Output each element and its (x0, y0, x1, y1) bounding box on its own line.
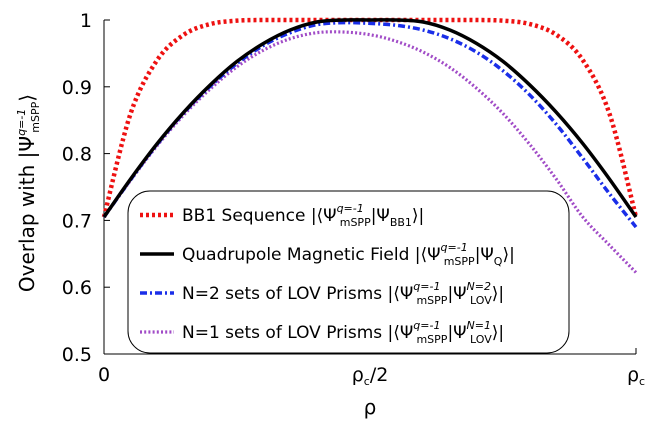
x-tick-suffix: /2 (370, 364, 389, 386)
legend-formula-open: |⟨Ψ (388, 284, 414, 304)
x-tick-label: ρc/2 (352, 364, 389, 388)
legend-formula-sup2: N=1 (467, 319, 491, 332)
y-axis-label-sup: q=-1 (15, 109, 28, 136)
legend-formula-mid: |Ψ (447, 323, 466, 343)
legend-formula-sub: mSPP (444, 255, 475, 268)
legend-formula-mid: |Ψ (371, 206, 390, 226)
y-tick-label: 0.9 (62, 77, 92, 99)
legend-formula-sub2: LOV (470, 294, 492, 307)
series-line-2 (102, 18, 638, 219)
x-tick-main: ρ (627, 364, 639, 386)
x-tick-label: ρc (627, 364, 645, 388)
legend: BB1 Sequence |⟨Ψq=-1 mSPP|ΨBB1⟩|Quadrupol… (127, 190, 570, 354)
legend-formula-sub: mSPP (416, 294, 447, 307)
y-axis-label-main: Overlap with |Ψ (15, 136, 39, 292)
series-line-4 (102, 30, 638, 274)
legend-name: Quadrupole Magnetic Field (182, 245, 415, 265)
series-line-1 (101, 17, 639, 218)
x-tick-label: 0 (98, 364, 110, 386)
x-tick-main: ρ (352, 364, 364, 386)
y-axis-label: Overlap with |Ψq=-1mSPP⟩ (15, 94, 42, 292)
y-axis-label-close: ⟩ (15, 94, 39, 102)
y-tick-label: 0.7 (62, 210, 92, 232)
legend-entry-3: N=2 sets of LOV Prisms |⟨Ψq=-1 mSPP|ΨN=2 L… (182, 280, 504, 307)
y-axis-label-sub: mSPP (29, 101, 42, 132)
legend-name: N=1 sets of LOV Prisms (182, 323, 388, 343)
legend-formula-mid: |Ψ (475, 245, 494, 265)
legend-formula-close: ⟩| (492, 284, 504, 304)
legend-formula-sub: mSPP (416, 333, 447, 346)
legend-formula-sup: q=-1 (413, 319, 440, 332)
series-layer (101, 17, 639, 274)
y-tick-label: 0.5 (62, 344, 92, 366)
y-tick-label: 0.6 (62, 277, 92, 299)
legend-box (127, 190, 570, 354)
legend-entry-2: Quadrupole Magnetic Field |⟨Ψq=-1 mSPP|ΨQ… (182, 241, 515, 268)
legend-formula-close: ⟩| (492, 323, 504, 343)
legend-formula-sup: q=-1 (337, 202, 364, 215)
legend-entry-4: N=1 sets of LOV Prisms |⟨Ψq=-1 mSPP|ΨN=1 L… (182, 319, 504, 346)
legend-formula-close: ⟩| (502, 245, 514, 265)
legend-formula-sub2: Q (494, 255, 503, 268)
legend-formula-sup: q=-1 (441, 241, 468, 254)
legend-formula-close: ⟩| (412, 206, 424, 226)
legend-name: BB1 Sequence (182, 206, 311, 226)
legend-entry-1: BB1 Sequence |⟨Ψq=-1 mSPP|ΨBB1⟩| (182, 202, 424, 229)
x-axis-label: ρ (364, 395, 377, 419)
y-tick-label: 0.8 (62, 144, 92, 166)
ticks-layer: 0.50.60.70.80.910 ρc/2 ρc (62, 10, 645, 388)
series-line-3 (102, 20, 638, 229)
legend-formula-sup2: N=2 (467, 280, 491, 293)
legend-formula-sup: q=-1 (413, 280, 440, 293)
x-tick-sub: c (364, 375, 370, 388)
legend-formula-open: |⟨Ψ (388, 323, 414, 343)
x-tick-sub: c (639, 375, 645, 388)
legend-name: N=2 sets of LOV Prisms (182, 284, 388, 304)
y-tick-label: 1 (80, 10, 92, 32)
legend-formula-sub2: LOV (470, 333, 492, 346)
legend-formula-mid: |Ψ (447, 284, 466, 304)
legend-formula-open: |⟨Ψ (415, 245, 441, 265)
legend-formula-sub: mSPP (340, 216, 371, 229)
x-tick-main: 0 (98, 364, 110, 386)
legend-formula-open: |⟨Ψ (311, 206, 337, 226)
legend-formula-sub2: BB1 (390, 216, 412, 229)
